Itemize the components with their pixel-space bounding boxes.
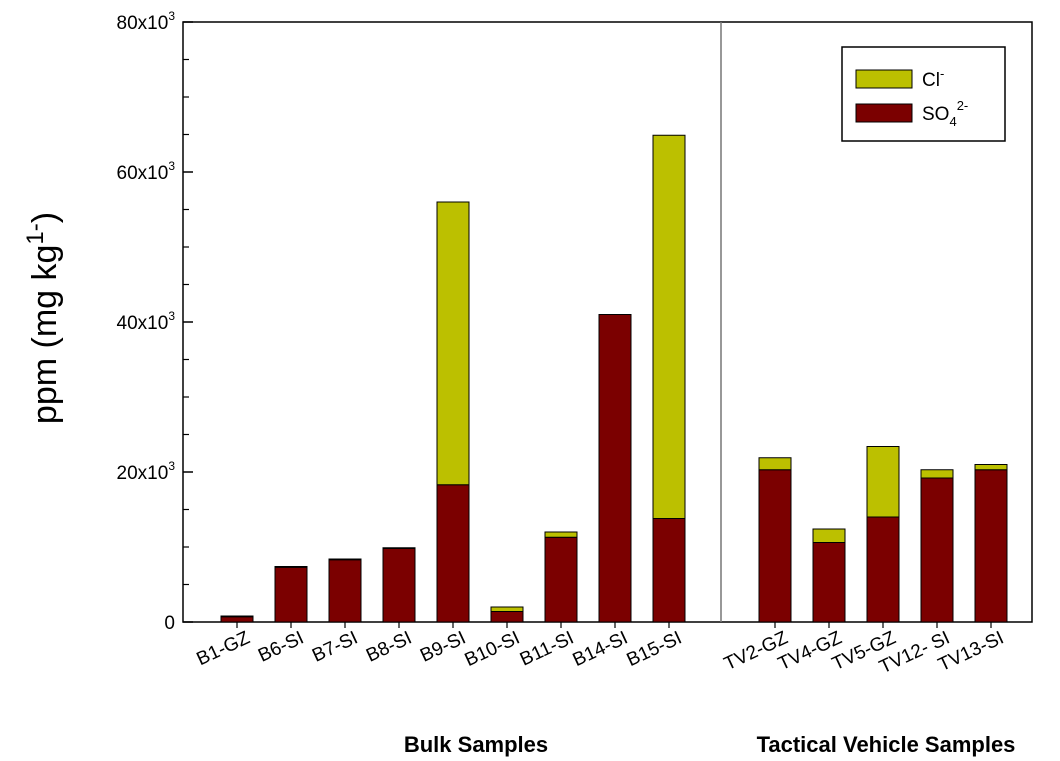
- bar-cl: [382, 547, 416, 549]
- bar-so4: [866, 516, 900, 623]
- x-tick-label: B9-SI: [417, 627, 469, 666]
- bar-cl: [220, 615, 254, 618]
- bar-so4: [652, 518, 686, 623]
- group-label-bulk: Bulk Samples: [404, 732, 548, 757]
- y-axis-title: ppm (mg kg1-): [22, 212, 64, 424]
- bar-so4: [920, 477, 954, 623]
- bar-cl: [758, 457, 792, 471]
- bar-so4: [812, 542, 846, 623]
- y-tick-label: 20x103: [117, 459, 176, 484]
- legend-label-cl: Cl-: [922, 66, 944, 91]
- y-axis: 0 20x103 40x103 60x103 80x103: [117, 9, 193, 634]
- y-tick-label: 0: [164, 613, 175, 634]
- legend-swatch-so4: [855, 103, 913, 123]
- bar-so4: [490, 611, 524, 623]
- bar-cl: [812, 528, 846, 543]
- x-tick-label: B15-SI: [624, 627, 686, 671]
- bar-cl: [328, 558, 362, 561]
- x-tick-label: B7-SI: [309, 627, 361, 666]
- legend-box: [841, 46, 1006, 142]
- bar-so4: [436, 484, 470, 623]
- group-label-tactical: Tactical Vehicle Samples: [757, 732, 1016, 757]
- y-axis-label: ppm (mg kg1-): [22, 212, 64, 424]
- bar-cl: [274, 566, 308, 568]
- x-tick-label: B1-GZ: [194, 627, 254, 670]
- x-axis-labels: B1-GZ B6-SI B7-SI B8-SI B9-SIB10-SIB11-SIB14…: [194, 627, 1008, 678]
- x-tick-label: B11-SI: [517, 627, 577, 670]
- bar-cl: [974, 464, 1008, 471]
- bar-so4: [974, 469, 1008, 623]
- y-tick-label: 60x103: [117, 159, 176, 184]
- bar-so4: [274, 566, 308, 623]
- bar-cl: [652, 134, 686, 519]
- bar-so4: [758, 469, 792, 623]
- bar-so4: [328, 559, 362, 623]
- bar-cl: [544, 531, 578, 538]
- y-tick-label: 40x103: [117, 309, 176, 334]
- bar-so4: [382, 548, 416, 623]
- y-tick-label: 80x103: [117, 9, 176, 34]
- group-labels: Bulk Samples Tactical Vehicle Samples: [404, 732, 1016, 757]
- x-tick-label: B14-SI: [570, 627, 632, 671]
- bar-cl: [920, 469, 954, 479]
- bar-cl: [490, 606, 524, 612]
- x-tick-label: B10-SI: [462, 627, 524, 671]
- bars-layer: [220, 134, 1008, 628]
- bar-so4: [220, 616, 254, 623]
- bar-so4: [544, 536, 578, 623]
- legend-swatch-cl: [855, 69, 913, 89]
- bar-so4: [598, 314, 632, 623]
- x-tick-label: B6-SI: [255, 627, 307, 666]
- bar-cl: [436, 201, 470, 486]
- legend: Cl-SO42-: [841, 46, 1006, 142]
- bar-cl: [866, 446, 900, 518]
- x-tick-label: B8-SI: [363, 627, 415, 666]
